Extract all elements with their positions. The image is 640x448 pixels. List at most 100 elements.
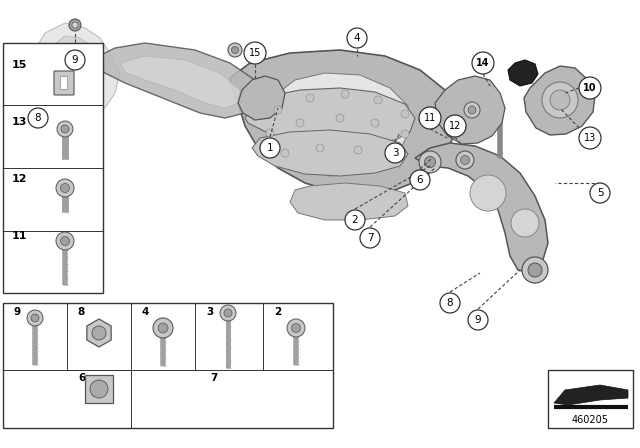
Circle shape [57,121,73,137]
Circle shape [401,130,409,138]
Circle shape [61,184,70,193]
Circle shape [347,28,367,48]
Text: 12: 12 [12,174,28,184]
Circle shape [220,305,236,321]
Text: 5: 5 [596,188,604,198]
Polygon shape [508,60,538,86]
Circle shape [69,19,81,31]
Polygon shape [85,375,113,403]
Circle shape [444,115,466,137]
Text: 7: 7 [210,373,218,383]
Text: 11: 11 [424,113,436,123]
Polygon shape [415,143,548,273]
Text: 15: 15 [12,60,28,70]
Circle shape [244,42,266,64]
Circle shape [92,326,106,340]
Text: 8: 8 [35,113,42,123]
Circle shape [345,210,365,230]
Circle shape [65,50,85,70]
Polygon shape [230,50,455,194]
Circle shape [27,310,43,326]
Polygon shape [435,76,505,144]
Circle shape [336,114,344,122]
Text: 15: 15 [249,48,261,58]
Text: 9: 9 [475,315,481,325]
Text: 14: 14 [476,58,490,68]
Circle shape [224,309,232,317]
Circle shape [419,107,441,129]
Circle shape [590,183,610,203]
FancyBboxPatch shape [3,303,333,428]
Circle shape [410,170,430,190]
Polygon shape [252,130,408,176]
Circle shape [374,96,382,104]
FancyBboxPatch shape [548,370,633,428]
Circle shape [468,310,488,330]
Circle shape [287,319,305,337]
Circle shape [316,144,324,152]
Polygon shape [554,385,628,405]
Circle shape [472,52,494,74]
Circle shape [341,90,349,98]
FancyBboxPatch shape [3,43,103,293]
Circle shape [158,323,168,333]
Circle shape [456,151,474,169]
Text: 4: 4 [141,307,148,317]
Circle shape [542,82,578,118]
Circle shape [579,77,601,99]
Polygon shape [270,73,410,176]
Text: 11: 11 [12,231,28,241]
Circle shape [470,175,506,211]
Text: 7: 7 [367,233,373,243]
Text: 3: 3 [206,307,213,317]
Circle shape [511,209,539,237]
FancyBboxPatch shape [61,77,67,90]
Circle shape [56,179,74,197]
Text: 1: 1 [267,143,273,153]
Text: 6: 6 [417,175,423,185]
Text: 460205: 460205 [572,415,609,425]
Circle shape [274,106,282,114]
Text: 6: 6 [78,373,85,383]
Circle shape [228,43,242,57]
Circle shape [28,108,48,128]
Circle shape [464,102,480,118]
Circle shape [424,156,435,168]
Polygon shape [120,56,240,108]
Circle shape [266,129,274,137]
Text: 9: 9 [72,55,78,65]
FancyBboxPatch shape [54,71,74,95]
Text: 4: 4 [354,33,360,43]
Circle shape [153,318,173,338]
Circle shape [260,138,280,158]
Circle shape [528,263,542,277]
Circle shape [579,127,601,149]
Polygon shape [524,66,595,135]
Polygon shape [87,319,111,347]
Text: 8: 8 [447,298,453,308]
Circle shape [61,237,70,246]
Circle shape [386,152,394,160]
Circle shape [371,119,379,127]
Circle shape [461,155,470,164]
Circle shape [56,232,74,250]
Polygon shape [28,23,120,120]
Circle shape [385,143,405,163]
Polygon shape [46,36,100,90]
Circle shape [61,125,69,133]
Polygon shape [95,43,258,118]
Text: 2: 2 [274,307,281,317]
Circle shape [296,119,304,127]
Circle shape [281,149,289,157]
Text: 13: 13 [584,133,596,143]
Circle shape [522,257,548,283]
Text: 10: 10 [583,83,596,93]
Circle shape [550,90,570,110]
Circle shape [306,94,314,102]
Text: 12: 12 [449,121,461,131]
Polygon shape [238,76,285,120]
Circle shape [468,106,476,114]
Text: 13: 13 [12,117,28,127]
Circle shape [72,22,78,28]
Circle shape [360,228,380,248]
